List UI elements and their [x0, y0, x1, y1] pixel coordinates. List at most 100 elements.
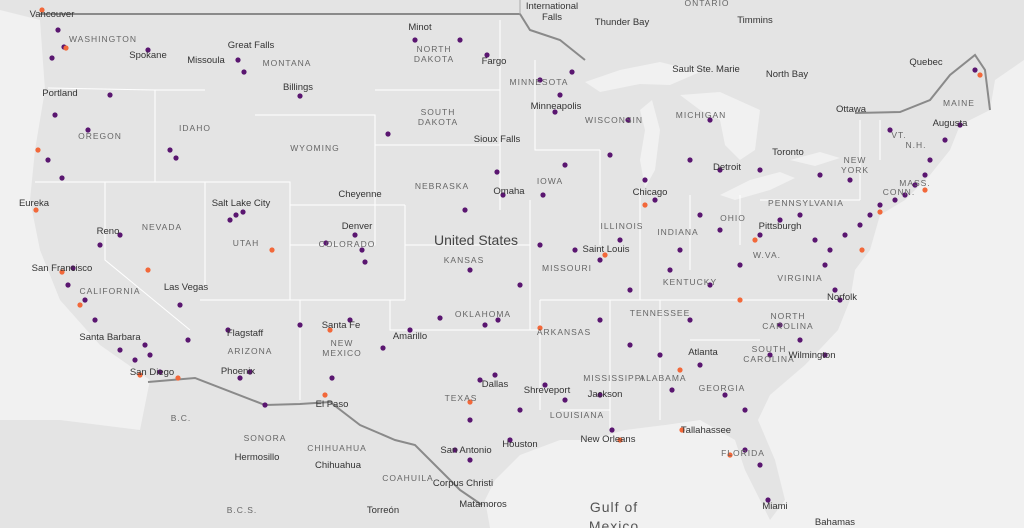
- region-label: COAHUILA: [382, 473, 433, 483]
- region-label: ILLINOIS: [601, 221, 644, 231]
- city-label: Missoula: [187, 55, 225, 66]
- region-label: MONTANA: [263, 58, 312, 68]
- city-label: New Orleans: [581, 434, 636, 445]
- region-label: CHIHUAHUA: [307, 443, 367, 453]
- lake: [585, 62, 700, 92]
- city-label: Corpus Christi: [433, 478, 493, 489]
- city-label: Miami: [762, 501, 787, 512]
- city-label: Minneapolis: [531, 101, 582, 112]
- region-label: B.C.: [171, 413, 192, 423]
- region-label: ALABAMA: [639, 373, 686, 383]
- region-label: B.C.S.: [227, 505, 258, 515]
- lake: [680, 92, 760, 160]
- city-label: Reno: [97, 226, 120, 237]
- region-label: OREGON: [78, 131, 122, 141]
- city-label: Saint Louis: [582, 244, 629, 255]
- region-label: MISSISSIPPI: [583, 373, 645, 383]
- city-label: Fargo: [482, 56, 507, 67]
- region-label: MICHIGAN: [676, 110, 727, 120]
- region-label: KENTUCKY: [663, 277, 717, 287]
- city-label: Las Vegas: [164, 282, 209, 293]
- region-label: SOUTH: [421, 107, 456, 117]
- region-label: MEXICO: [322, 348, 362, 358]
- region-label: NEW: [331, 338, 354, 348]
- city-label: Wilmington: [789, 350, 836, 361]
- region-label: VIRGINIA: [777, 273, 822, 283]
- water-label: Gulf of: [590, 499, 638, 515]
- border: [854, 53, 991, 114]
- state-lines: [35, 20, 881, 430]
- city-label: Jackson: [588, 389, 623, 400]
- city-label: Ottawa: [836, 104, 867, 115]
- city-label: Billings: [283, 82, 313, 93]
- city-label: Torreón: [367, 505, 399, 516]
- water-label: Mexico: [589, 518, 639, 528]
- region-label: FLORIDA: [721, 448, 765, 458]
- region-label: ARIZONA: [228, 346, 273, 356]
- region-label: WASHINGTON: [69, 34, 137, 44]
- region-label: NEW: [844, 155, 867, 165]
- city-label: Hermosillo: [235, 452, 280, 463]
- border: [40, 13, 586, 61]
- region-label: INDIANA: [657, 227, 698, 237]
- city-label: Cheyenne: [338, 189, 381, 200]
- border: [147, 376, 483, 506]
- city-label: Great Falls: [228, 40, 275, 51]
- city-label: Omaha: [493, 186, 525, 197]
- region-label: MAINE: [943, 98, 975, 108]
- region-label: CALIFORNIA: [79, 286, 140, 296]
- city-label: Sioux Falls: [474, 134, 521, 145]
- city-label: Timmins: [737, 15, 773, 26]
- region-label: OHIO: [720, 213, 746, 223]
- region-label: WISCONSIN: [585, 115, 643, 125]
- region-label: MISSOURI: [542, 263, 592, 273]
- city-label: Minot: [408, 22, 432, 33]
- city-label: Spokane: [129, 50, 167, 61]
- region-label: TEXAS: [445, 393, 478, 403]
- city-label: Eureka: [19, 198, 50, 209]
- city-label: Detroit: [713, 162, 741, 173]
- city-label: Norfolk: [827, 292, 857, 303]
- region-label: KANSAS: [444, 255, 485, 265]
- city-label: Chicago: [633, 187, 668, 198]
- region-label: COLORADO: [319, 239, 376, 249]
- city-label: Denver: [342, 221, 373, 232]
- region-label: CAROLINA: [762, 321, 813, 331]
- city-label: Thunder Bay: [595, 17, 650, 28]
- region-label: NORTH: [770, 311, 805, 321]
- region-labels: WASHINGTON OREGON IDAHO MONTANA WYOMING …: [69, 0, 975, 515]
- city-label: Atlanta: [688, 347, 718, 358]
- region-label: PENNSYLVANIA: [768, 198, 844, 208]
- region-label: OKLAHOMA: [455, 309, 511, 319]
- region-label: LOUISIANA: [550, 410, 604, 420]
- region-label: NEVADA: [142, 222, 182, 232]
- region-label: SOUTH: [752, 344, 787, 354]
- location-dots: [33, 7, 983, 503]
- city-label: Quebec: [909, 57, 943, 68]
- region-label: MASS.: [899, 178, 930, 188]
- region-label: UTAH: [233, 238, 260, 248]
- region-label: TENNESSEE: [630, 308, 691, 318]
- region-label: ARKANSAS: [537, 327, 591, 337]
- city-label: Santa Fe: [322, 320, 361, 331]
- region-label: N.H.: [906, 140, 927, 150]
- city-label: San Diego: [130, 367, 174, 378]
- city-label: Pittsburgh: [759, 221, 802, 232]
- region-label: ONTARIO: [684, 0, 729, 8]
- region-label: SONORA: [244, 433, 287, 443]
- region-label: WYOMING: [290, 143, 340, 153]
- city-label: San Antonio: [440, 445, 491, 456]
- city-label: Matamoros: [459, 499, 507, 510]
- region-label: NORTH: [416, 44, 451, 54]
- city-label: Tallahassee: [681, 425, 731, 436]
- city-labels: Vancouver Spokane Great Falls Missoula B…: [19, 1, 968, 528]
- city-label: Dallas: [482, 379, 509, 390]
- city-label: Phoenix: [221, 366, 256, 377]
- city-label: Toronto: [772, 147, 804, 158]
- region-label: YORK: [841, 165, 869, 175]
- city-label: Flagstaff: [227, 328, 264, 339]
- region-label: IDAHO: [179, 123, 211, 133]
- city-label: Sault Ste. Marie: [672, 64, 740, 75]
